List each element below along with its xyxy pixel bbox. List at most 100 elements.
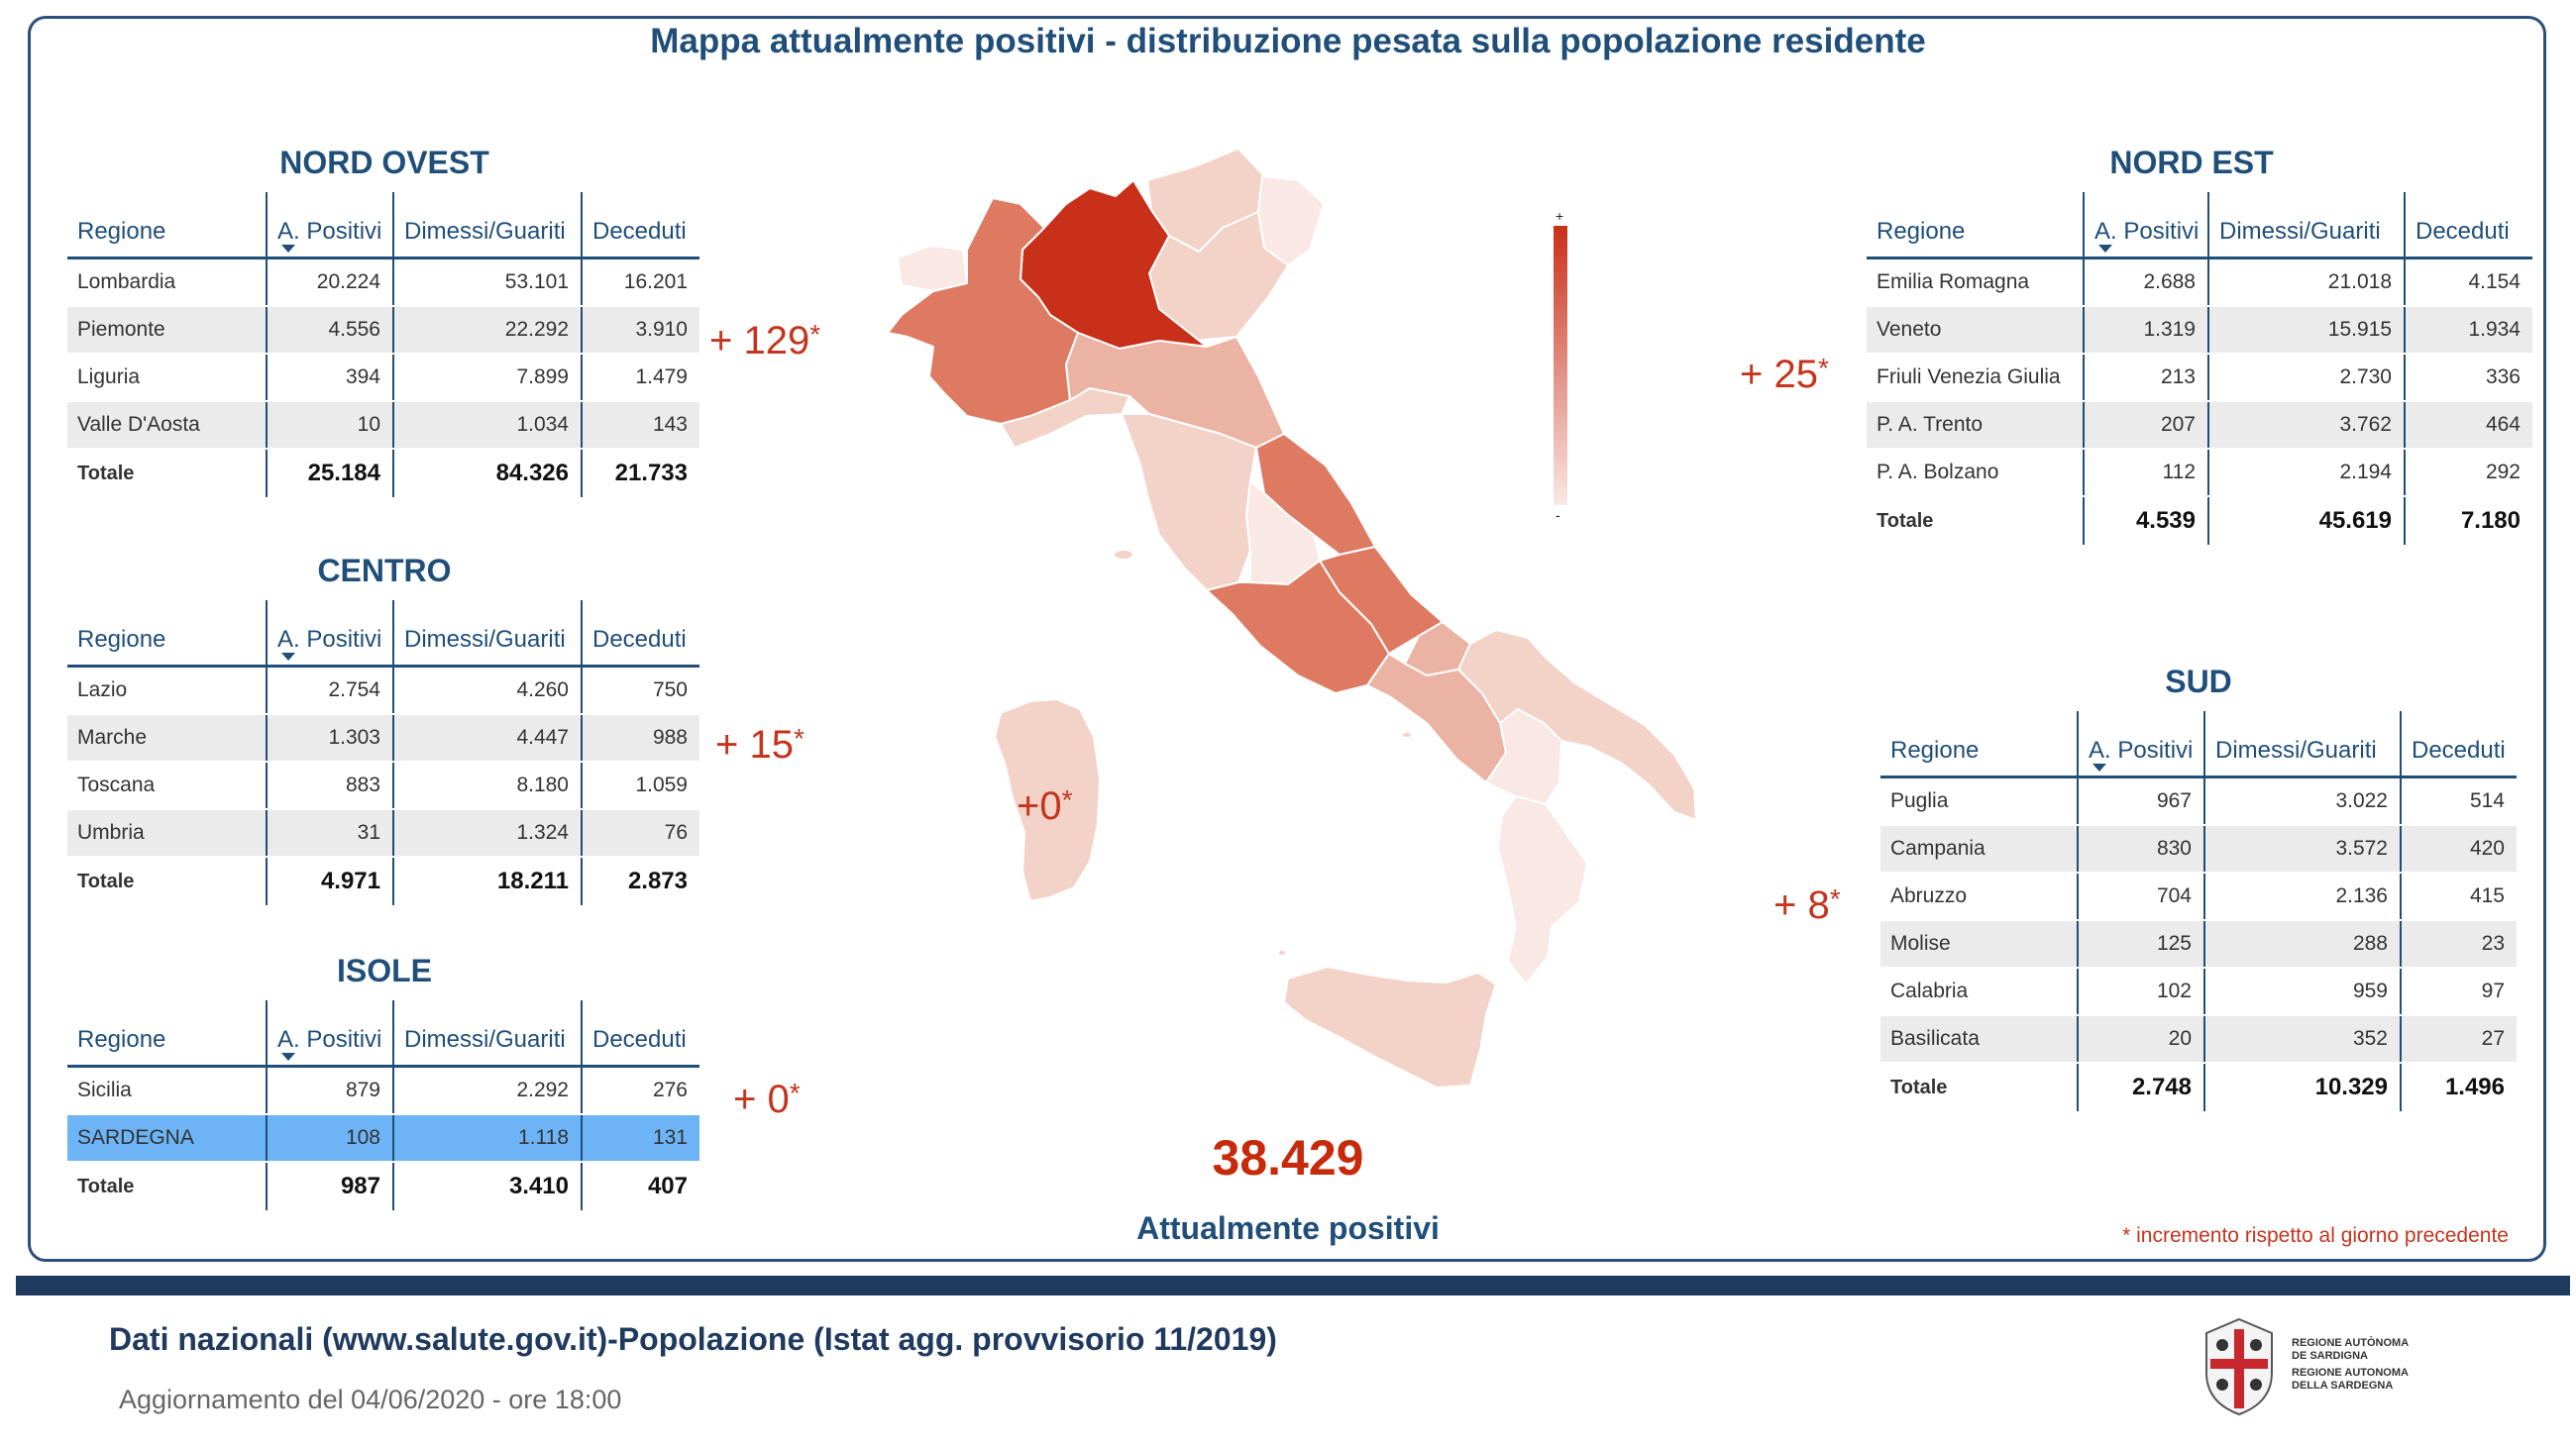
table-row[interactable]: Puglia 967 3.022 514 (1880, 778, 2517, 826)
sort-descending-icon[interactable] (281, 245, 295, 253)
table-row[interactable]: P. A. Trento 207 3.762 464 (1867, 402, 2532, 450)
value-cell: 2.292 (392, 1068, 581, 1113)
map-region-sicilia[interactable] (1283, 966, 1497, 1088)
total-value: 407 (581, 1163, 699, 1210)
table-header: Regione A. Positivi Dimessi/Guariti Decedut… (67, 1000, 699, 1068)
map-region-liguria[interactable] (1000, 387, 1130, 449)
column-header[interactable]: Regione (1877, 217, 1966, 245)
map-region-toscana[interactable] (1121, 413, 1257, 591)
table-row[interactable]: SARDEGNA 108 1.118 131 (67, 1115, 699, 1163)
map-region-abruzzo[interactable] (1319, 546, 1444, 655)
value-cell: 959 (2203, 969, 2400, 1014)
sud-title: SUD (2165, 664, 2232, 699)
table-row[interactable]: Campania 830 3.572 420 (1880, 826, 2517, 874)
table-row[interactable]: Emilia Romagna 2.688 21.018 4.154 (1867, 259, 2532, 307)
region-name-cell: Valle D'Aosta (77, 413, 200, 436)
map-island-ustica (1277, 949, 1287, 957)
column-header[interactable]: Dimessi/Guariti (392, 600, 581, 665)
page-title: Mappa attualmente positivi - distribuzio… (650, 22, 1926, 60)
map-region-sardegna[interactable] (994, 698, 1101, 902)
region-name-cell: Marche (77, 726, 148, 749)
region-name-cell: Molise (1890, 932, 1951, 955)
region-name-cell: Campania (1890, 837, 1986, 860)
table-row[interactable]: Lombardia 20.224 53.101 16.201 (67, 259, 699, 307)
column-header[interactable]: Dimessi/Guariti (2203, 711, 2400, 776)
value-cell: 2.754 (266, 668, 392, 713)
map-region-valle-daosta[interactable] (897, 245, 968, 292)
table-row[interactable]: Basilicata 20 352 27 (1880, 1016, 2517, 1064)
total-label: Totale (1890, 1076, 1948, 1098)
table-row[interactable]: P. A. Bolzano 112 2.194 292 (1867, 450, 2532, 497)
column-header[interactable]: Dimessi/Guariti (392, 192, 581, 257)
column-header[interactable]: Deceduti (2400, 711, 2517, 776)
region-name-cell: Lazio (77, 678, 128, 701)
column-header[interactable]: Deceduti (581, 600, 699, 665)
table-row[interactable]: Veneto 1.319 15.915 1.934 (1867, 307, 2532, 355)
value-cell: 1.934 (2404, 307, 2532, 353)
column-header[interactable]: Deceduti (581, 1000, 699, 1065)
column-header[interactable]: Dimessi/Guariti (2207, 192, 2404, 257)
table-row[interactable]: Calabria 102 959 97 (1880, 969, 2517, 1016)
table-row[interactable]: Sicilia 879 2.292 276 (67, 1068, 699, 1115)
table-row[interactable]: Liguria 394 7.899 1.479 (67, 355, 699, 402)
column-header[interactable]: A. Positivi (266, 1000, 392, 1065)
table-row[interactable]: Umbria 31 1.324 76 (67, 810, 699, 858)
total-value: 84.326 (392, 450, 581, 497)
total-value: 4.539 (2083, 497, 2207, 545)
sud-table: Regione A. Positivi Dimessi/Guariti Decedut… (1880, 711, 2517, 1113)
total-positive-count: 38.429 (1212, 1130, 1364, 1186)
column-header[interactable]: Regione (77, 625, 166, 653)
value-cell: 2.730 (2207, 355, 2404, 400)
column-header[interactable]: A. Positivi (2083, 192, 2207, 257)
map-region-calabria[interactable] (1497, 795, 1588, 985)
total-value: 21.733 (581, 450, 699, 497)
total-value: 987 (266, 1163, 392, 1210)
total-value: 18.211 (392, 858, 581, 905)
sort-descending-icon[interactable] (281, 1053, 295, 1061)
table-row[interactable]: Abruzzo 704 2.136 415 (1880, 874, 2517, 921)
legend-minus-label: - (1556, 507, 1560, 523)
map-region-basilicata[interactable] (1485, 708, 1562, 805)
sort-descending-icon[interactable] (281, 653, 295, 661)
column-header[interactable]: Regione (77, 1025, 166, 1053)
column-header[interactable]: Deceduti (581, 192, 699, 257)
column-header[interactable]: Dimessi/Guariti (392, 1000, 581, 1065)
table-row[interactable]: Molise 125 288 23 (1880, 921, 2517, 969)
value-cell: 53.101 (392, 259, 581, 305)
total-value: 2.748 (2077, 1064, 2203, 1111)
total-value: 45.619 (2207, 497, 2404, 545)
table-row[interactable]: Valle D'Aosta 10 1.034 143 (67, 402, 699, 450)
value-cell: 1.319 (2083, 307, 2207, 353)
value-cell: 143 (581, 402, 699, 448)
table-row[interactable]: Piemonte 4.556 22.292 3.910 (67, 307, 699, 355)
total-label: Totale (77, 462, 135, 484)
sort-descending-icon[interactable] (2093, 764, 2106, 772)
region-name-cell: Friuli Venezia Giulia (1877, 365, 2061, 388)
italy-choropleth-map[interactable] (872, 129, 1724, 1119)
map-color-legend: + - (1554, 208, 1567, 523)
value-cell: 131 (581, 1115, 699, 1161)
value-cell: 20.224 (266, 259, 392, 305)
value-cell: 23 (2400, 921, 2517, 967)
table-row[interactable]: Friuli Venezia Giulia 213 2.730 336 (1867, 355, 2532, 402)
column-header[interactable]: Regione (77, 217, 166, 245)
table-row[interactable]: Marche 1.303 4.447 988 (67, 715, 699, 763)
table-row[interactable]: Lazio 2.754 4.260 750 (67, 668, 699, 715)
region-name-cell: Sicilia (77, 1079, 132, 1101)
column-header[interactable]: A. Positivi (266, 600, 392, 665)
column-header[interactable]: Regione (1890, 736, 1980, 764)
sort-descending-icon[interactable] (2098, 245, 2112, 253)
total-positive-label: Attualmente positivi (1136, 1210, 1440, 1246)
column-header[interactable]: A. Positivi (2077, 711, 2203, 776)
value-cell: 883 (266, 763, 392, 808)
table-row[interactable]: Toscana 883 8.180 1.059 (67, 763, 699, 810)
column-header[interactable]: Deceduti (2404, 192, 2532, 257)
map-island-elba (1113, 549, 1134, 561)
value-cell: 10 (266, 402, 392, 448)
isole-title: ISOLE (336, 953, 432, 988)
region-name-cell: Basilicata (1890, 1027, 1980, 1050)
nord-est-increment: + 25* (1740, 353, 1829, 396)
value-cell: 967 (2077, 778, 2203, 824)
increment-footnote: * incremento rispetto al giorno preceden… (2122, 1224, 2509, 1247)
column-header[interactable]: A. Positivi (266, 192, 392, 257)
